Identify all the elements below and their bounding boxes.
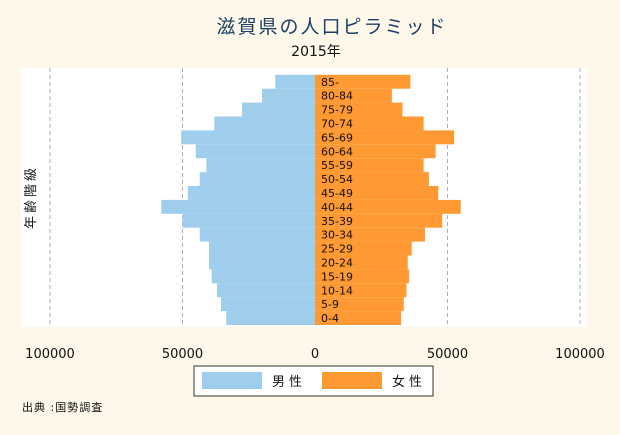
male-bar: [211, 269, 315, 284]
age-label: 0-4: [321, 312, 339, 325]
x-tick-label: 100000: [555, 347, 605, 362]
x-tick-label: 50000: [162, 347, 203, 362]
female-bar: [315, 283, 407, 298]
age-label: 30-34: [321, 229, 353, 242]
legend-female-swatch: [322, 372, 382, 389]
male-bar: [182, 213, 315, 228]
legend-male-swatch: [202, 372, 262, 389]
age-label: 55-59: [321, 159, 353, 172]
female-bar: [315, 102, 403, 117]
female-bar: [315, 172, 429, 186]
age-label: 40-44: [321, 201, 353, 214]
female-bar: [315, 88, 392, 103]
gridlines: [49, 68, 581, 327]
female-bar: [315, 255, 408, 270]
male-bar: [195, 144, 315, 159]
age-label: 70-74: [321, 117, 353, 130]
female-bar: [315, 241, 412, 256]
female-bar: [315, 186, 439, 200]
female-bar: [315, 227, 425, 242]
x-tick-labels: 100000 50000 0 50000 100000: [25, 347, 605, 362]
male-bar: [181, 130, 315, 145]
x-tick-label: 50000: [427, 347, 468, 362]
age-label: 10-14: [321, 284, 353, 297]
male-bar: [275, 74, 315, 89]
age-label: 20-24: [321, 256, 353, 269]
male-bar: [209, 241, 315, 256]
age-label: 15-19: [321, 270, 353, 283]
male-bar: [206, 158, 315, 173]
female-bar: [315, 269, 410, 284]
female-bar: [315, 297, 404, 312]
female-bar: [315, 199, 461, 214]
female-bar: [315, 213, 443, 228]
chart-title: 滋賀県の人口ピラミッド: [216, 16, 447, 38]
female-bar: [315, 158, 424, 173]
age-label: 60-64: [321, 145, 353, 158]
age-label: 5-9: [321, 298, 339, 311]
male-bar: [187, 186, 315, 200]
legend-male-label: 男性: [272, 375, 306, 390]
age-label: 80-84: [321, 90, 353, 103]
male-bar: [262, 88, 315, 103]
male-bar: [199, 172, 315, 186]
age-label: 85-: [321, 76, 339, 89]
female-bar: [315, 311, 402, 325]
age-label: 35-39: [321, 215, 353, 228]
male-bar: [199, 227, 315, 242]
x-tick-label: 0: [311, 347, 319, 362]
male-bar: [161, 199, 315, 214]
male-bar: [214, 116, 315, 131]
male-bar: [220, 297, 315, 312]
bars-group: [161, 74, 461, 325]
female-bar: [315, 74, 411, 89]
male-bar: [226, 311, 315, 325]
source-note: 出典 :国勢調査: [22, 400, 103, 414]
age-label: 65-69: [321, 131, 353, 144]
male-bar: [216, 283, 315, 298]
male-bar: [242, 102, 315, 117]
female-bar: [315, 144, 436, 159]
age-label: 75-79: [321, 104, 353, 117]
male-bar: [209, 255, 315, 270]
chart-subtitle: 2015年: [291, 44, 341, 60]
age-label: 25-29: [321, 243, 353, 256]
age-label: 50-54: [321, 173, 353, 186]
legend-female-label: 女性: [392, 374, 426, 390]
age-label: 45-49: [321, 187, 353, 200]
x-tick-label: 100000: [25, 347, 75, 362]
age-labels-group: 0-45-910-1415-1920-2425-2930-3435-3940-4…: [321, 76, 353, 325]
female-bar: [315, 116, 424, 131]
female-bar: [315, 130, 455, 145]
y-axis-label: 年齢階級: [24, 165, 39, 229]
